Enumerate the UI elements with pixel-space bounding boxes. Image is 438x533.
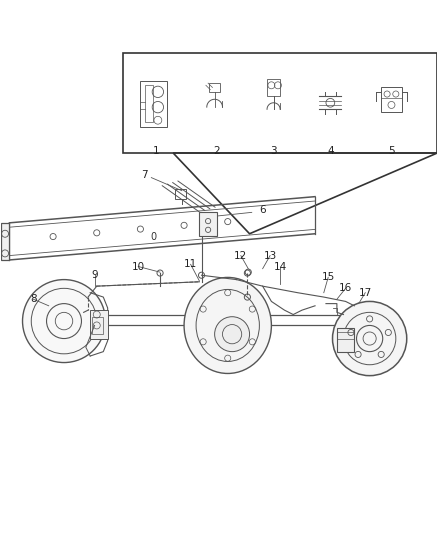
Text: 16: 16	[339, 284, 352, 293]
Bar	[123, 53, 437, 153]
Text: 2: 2	[213, 146, 220, 156]
Circle shape	[22, 280, 106, 362]
Text: 9: 9	[91, 270, 98, 280]
Bar	[337, 328, 354, 352]
Bar	[90, 310, 108, 338]
Ellipse shape	[184, 277, 272, 374]
Text: 3: 3	[270, 146, 277, 156]
Bar	[209, 83, 220, 92]
Bar	[92, 317, 103, 334]
Bar	[1, 223, 10, 260]
Text: 5: 5	[388, 146, 395, 156]
Text: 15: 15	[321, 272, 335, 282]
Text: 7: 7	[141, 171, 148, 181]
Circle shape	[215, 317, 250, 352]
Text: 1: 1	[152, 146, 159, 156]
Text: 6: 6	[259, 205, 266, 215]
Bar	[145, 85, 152, 123]
Text: 4: 4	[327, 146, 334, 156]
Text: 14: 14	[273, 262, 287, 271]
Text: 17: 17	[359, 288, 372, 298]
Text: 12: 12	[234, 251, 247, 261]
Bar	[199, 212, 217, 236]
Bar	[267, 79, 280, 96]
Text: 10: 10	[132, 262, 145, 271]
Text: 11: 11	[184, 260, 197, 269]
Text: 0: 0	[150, 232, 156, 242]
Bar	[175, 189, 186, 199]
Text: 13: 13	[264, 251, 277, 261]
Circle shape	[332, 302, 407, 376]
Text: 8: 8	[30, 294, 37, 304]
Bar	[381, 87, 403, 111]
Bar	[141, 81, 166, 127]
